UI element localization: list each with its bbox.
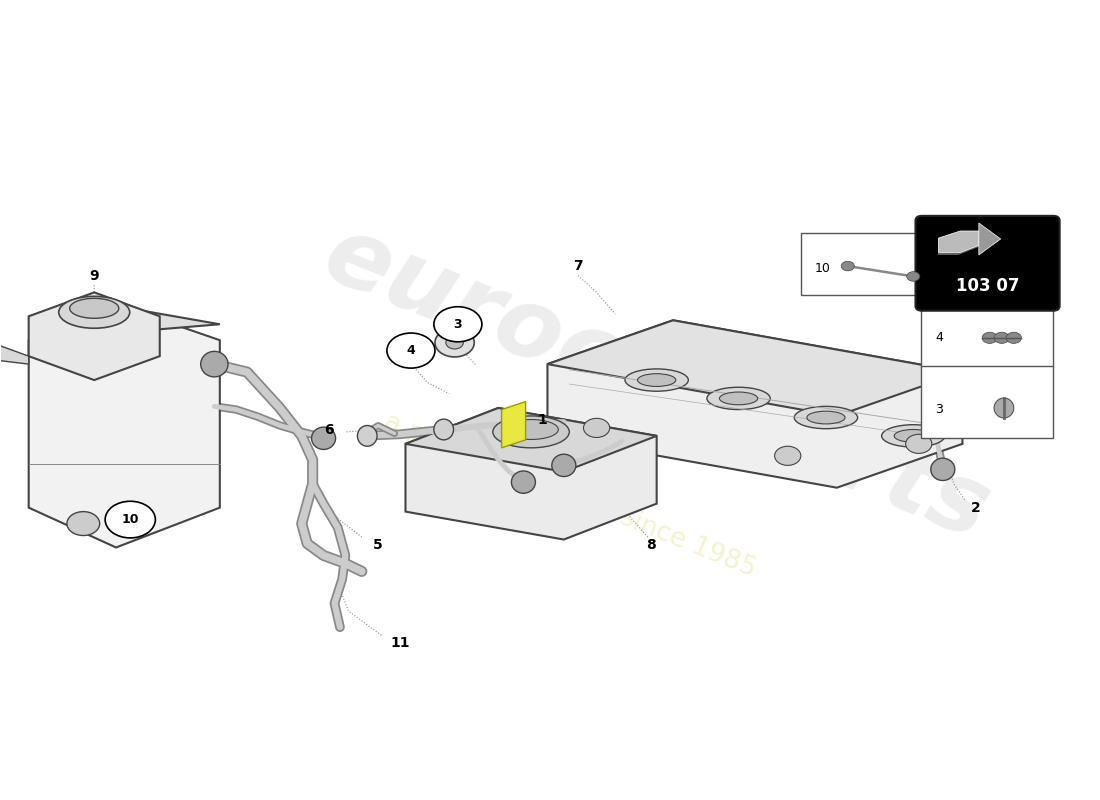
- Text: 10: 10: [815, 262, 830, 275]
- Ellipse shape: [638, 374, 675, 386]
- Ellipse shape: [358, 426, 377, 446]
- Ellipse shape: [994, 398, 1014, 418]
- Ellipse shape: [707, 387, 770, 410]
- Polygon shape: [406, 408, 657, 472]
- Text: 7: 7: [573, 259, 583, 273]
- Circle shape: [906, 272, 920, 282]
- Text: a passion for parts since 1985: a passion for parts since 1985: [379, 409, 759, 582]
- Text: 3: 3: [453, 318, 462, 330]
- Polygon shape: [548, 320, 962, 488]
- Ellipse shape: [311, 427, 336, 450]
- Ellipse shape: [433, 419, 453, 440]
- Text: 9: 9: [89, 270, 99, 283]
- Ellipse shape: [881, 425, 945, 447]
- Ellipse shape: [552, 454, 575, 477]
- Circle shape: [1006, 332, 1022, 343]
- Polygon shape: [0, 344, 29, 364]
- Circle shape: [842, 262, 855, 271]
- Text: 1: 1: [537, 413, 547, 427]
- Text: 4: 4: [407, 344, 416, 357]
- Text: 8: 8: [647, 538, 656, 552]
- Ellipse shape: [493, 416, 570, 448]
- FancyBboxPatch shape: [921, 294, 1053, 366]
- Circle shape: [774, 446, 801, 466]
- Ellipse shape: [69, 298, 119, 318]
- Polygon shape: [502, 402, 526, 448]
- Circle shape: [994, 332, 1010, 343]
- Text: 3: 3: [935, 403, 943, 416]
- Ellipse shape: [504, 419, 559, 439]
- Ellipse shape: [894, 430, 933, 442]
- Polygon shape: [406, 408, 657, 539]
- Ellipse shape: [719, 392, 758, 405]
- Text: eurocarparts: eurocarparts: [310, 208, 1003, 560]
- Circle shape: [583, 418, 609, 438]
- Text: 5: 5: [373, 538, 383, 552]
- Text: 4: 4: [935, 331, 943, 344]
- Ellipse shape: [806, 411, 845, 424]
- Polygon shape: [938, 231, 979, 253]
- Circle shape: [433, 306, 482, 342]
- Circle shape: [106, 502, 155, 538]
- Text: 10: 10: [121, 513, 139, 526]
- Ellipse shape: [625, 369, 689, 391]
- Ellipse shape: [794, 406, 858, 429]
- FancyBboxPatch shape: [915, 216, 1059, 310]
- Circle shape: [387, 333, 434, 368]
- Ellipse shape: [58, 296, 130, 328]
- Text: 2: 2: [970, 501, 980, 514]
- Circle shape: [982, 332, 998, 343]
- Text: 6: 6: [324, 423, 333, 438]
- Ellipse shape: [200, 351, 228, 377]
- Polygon shape: [937, 239, 1001, 255]
- Ellipse shape: [931, 458, 955, 481]
- Text: 103 07: 103 07: [956, 277, 1020, 295]
- Polygon shape: [548, 320, 962, 416]
- Polygon shape: [29, 304, 220, 547]
- Ellipse shape: [512, 471, 536, 494]
- Circle shape: [905, 434, 932, 454]
- Polygon shape: [29, 300, 220, 340]
- FancyBboxPatch shape: [921, 366, 1053, 438]
- Circle shape: [67, 512, 100, 535]
- Circle shape: [446, 336, 463, 349]
- Polygon shape: [979, 223, 1001, 255]
- Text: 11: 11: [390, 636, 410, 650]
- Polygon shape: [29, 292, 160, 380]
- Circle shape: [434, 328, 474, 357]
- Ellipse shape: [937, 359, 961, 382]
- FancyBboxPatch shape: [801, 233, 925, 294]
